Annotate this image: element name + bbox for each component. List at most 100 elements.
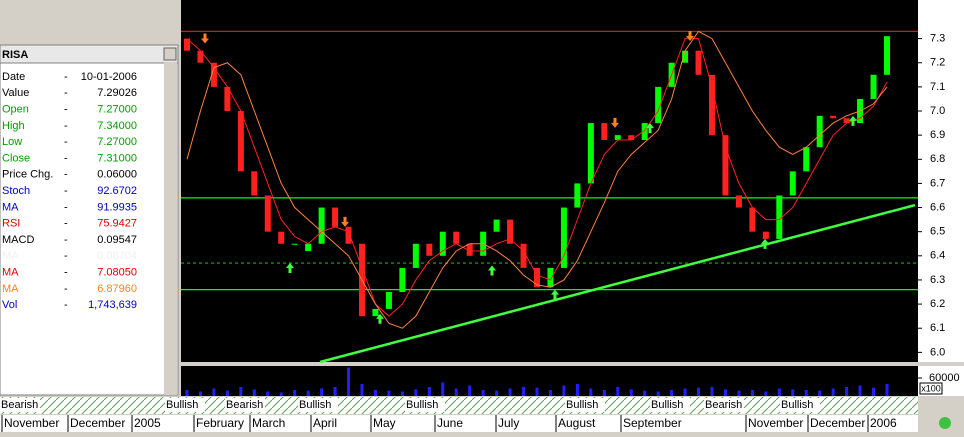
volume-bar [872,387,876,396]
info-value: 7.08050 [97,267,137,279]
volume-bar [252,389,256,396]
volume-bar [737,390,741,396]
info-label: RSI [2,218,20,230]
info-dash: - [64,267,68,279]
candle [224,86,231,112]
volume-bar [764,391,768,396]
candle [641,123,648,140]
signal-arrow [646,123,654,134]
candle [466,243,473,256]
info-value: 91.9935 [97,201,137,213]
volume-bar [723,389,727,396]
period-label: December [70,416,125,430]
info-value: 1,743,639 [88,299,137,311]
candle [493,219,500,232]
candle [709,74,715,136]
trendline [319,203,916,364]
volume-bar [225,390,229,396]
candle [884,36,890,75]
candle [507,219,514,244]
volume-bar [293,390,297,396]
info-label: MA [2,250,19,262]
volume-bar [441,382,445,396]
y-tick-label: 6.6 [930,201,945,213]
volume-bar [185,390,189,396]
info-title: RISA [2,49,28,61]
signal-label-bg [650,398,690,412]
y-tick-label: 6.7 [930,177,945,189]
volume-bar [602,390,606,396]
candle [332,207,339,227]
info-value: 7.27000 [97,104,137,116]
info-value: 7.29026 [97,87,137,99]
info-label: Price Chg. [2,169,53,181]
info-value: 7.31000 [97,152,137,164]
info-dash: - [64,136,68,148]
volume-bar [777,388,781,396]
signal-arrow [551,289,559,300]
volume-bar [831,388,835,396]
signal-label-bg [0,398,40,412]
candle [614,135,621,140]
period-label: March [252,416,285,430]
info-value: 7.27000 [97,136,137,148]
volume-bar [266,391,270,396]
period-label: November [748,416,803,430]
candle [453,231,460,244]
info-dash: - [64,250,68,262]
period-label: April [313,416,337,430]
volume-bar [347,367,351,396]
y-tick-label: 7.0 [930,105,945,117]
signal-arrow [488,265,496,276]
volume-bar [643,390,647,396]
volume-bar [360,384,364,396]
candle [870,74,877,99]
y-tick-label: 7.1 [930,81,945,93]
candle [237,111,244,172]
info-dash: - [64,120,68,132]
volume-bar [804,390,808,396]
candle [412,243,419,268]
volume-tick-label: 60000 [929,372,960,384]
period-label: December [810,416,865,430]
info-value: 75.9427 [97,218,137,230]
status-icon[interactable] [939,417,951,429]
signal-label: Bullish [566,399,598,411]
candle [830,115,837,119]
candle [789,171,796,196]
scrollbar[interactable] [164,62,177,395]
volume-bar [306,390,310,396]
info-label: Low [2,136,22,148]
info-label: Stoch [2,185,30,197]
candle [695,50,702,75]
period-label: September [623,416,682,430]
signal-label-bg [225,398,265,412]
info-dash: - [64,185,68,197]
close-button[interactable] [163,47,177,61]
info-value: 0.06000 [97,169,137,181]
volume-bar [212,388,216,396]
moving-average [186,30,888,329]
signal-label: Bearish [705,399,742,411]
volume-unit: x100 [921,383,941,393]
moving-average [186,38,888,317]
candle [601,123,608,140]
volume-bar [414,389,418,396]
signal-arrow [201,33,209,44]
volume-bar [481,390,485,396]
signal-label: Bullish [166,399,198,411]
volume-bar [629,389,633,396]
period-label: November [4,416,59,430]
signal-arrow [686,31,694,42]
period-label: August [558,416,596,430]
volume-bar [333,387,337,396]
volume-bar [320,388,324,396]
candle [305,243,312,251]
volume-bar [670,390,674,396]
volume-bar [427,387,431,396]
signal-label-bg [704,398,744,412]
candle [816,115,823,148]
signal-label: Bullish [299,399,331,411]
y-tick-label: 7.3 [930,33,945,45]
